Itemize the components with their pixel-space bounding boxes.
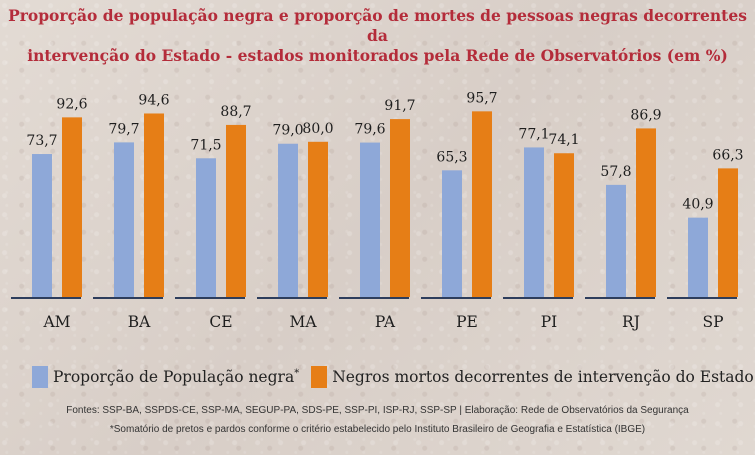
bar-am-series-1: [32, 154, 52, 297]
x-tick-label-pi: PI: [541, 313, 558, 331]
legend-item-population: Proporção de População negra*: [32, 366, 299, 388]
data-label-ba-series-2: 94,6: [138, 92, 169, 108]
bar-pa-series-2: [390, 119, 410, 298]
bar-rj-series-2: [636, 128, 656, 297]
data-label-pi-series-2: 74,1: [548, 132, 579, 148]
baseline-rj: [585, 297, 655, 299]
data-label-sp-series-2: 66,3: [712, 147, 743, 163]
chart-title-line-2: intervenção do Estado - estados monitora…: [27, 46, 728, 65]
bar-pi-series-1: [524, 147, 544, 297]
x-tick-label-ba: BA: [128, 313, 151, 331]
bar-pe-series-1: [442, 170, 462, 297]
bar-ce-series-2: [226, 124, 246, 297]
data-label-rj-series-2: 86,9: [630, 107, 661, 123]
bar-ma-series-1: [278, 143, 298, 297]
bar-sp-series-2: [718, 168, 738, 297]
legend: Proporção de População negra* Negros mor…: [32, 366, 754, 388]
chart-title: Proporção de população negra e proporção…: [0, 6, 755, 66]
data-label-pa-series-2: 91,7: [384, 98, 415, 114]
data-label-pe-series-1: 65,3: [436, 149, 467, 165]
baseline-ma: [257, 297, 327, 299]
x-tick-label-rj: RJ: [622, 313, 640, 331]
x-tick-label-pe: PE: [456, 313, 478, 331]
legend-label-deaths: Negros mortos decorrentes de intervenção…: [332, 368, 754, 386]
baseline-pi: [503, 297, 573, 299]
bar-ma-series-2: [308, 141, 328, 297]
data-label-pi-series-1: 77,1: [518, 126, 549, 142]
data-label-pa-series-1: 79,6: [354, 122, 385, 138]
legend-swatch-population: [32, 366, 48, 388]
x-tick-label-pa: PA: [375, 313, 396, 331]
bar-ce-series-1: [196, 158, 216, 297]
x-tick-label-am: AM: [42, 313, 70, 331]
legend-swatch-deaths: [311, 366, 328, 388]
x-tick-label-ma: MA: [289, 313, 317, 331]
data-label-am-series-1: 73,7: [26, 133, 57, 149]
footer-note: *Somatório de pretos e pardos conforme o…: [109, 424, 646, 435]
bar-pe-series-2: [472, 111, 492, 297]
bar-sp-series-1: [688, 217, 708, 297]
x-tick-label-sp: SP: [702, 313, 723, 331]
legend-label-population: Proporção de População negra*: [53, 367, 300, 387]
data-label-ma-series-2: 80,0: [302, 121, 333, 137]
legend-item-deaths: Negros mortos decorrentes de intervenção…: [311, 366, 754, 388]
data-label-ba-series-1: 79,7: [108, 121, 139, 137]
x-tick-label-ce: CE: [209, 313, 232, 331]
bar-ba-series-2: [144, 113, 164, 297]
data-label-rj-series-1: 57,8: [600, 164, 631, 180]
legend-footnote-mark: *: [294, 367, 300, 379]
baseline-am: [11, 297, 81, 299]
baseline-pe: [421, 297, 491, 299]
chart-title-line-1: Proporção de população negra e proporção…: [8, 6, 747, 45]
data-label-ce-series-2: 88,7: [220, 104, 251, 120]
baseline-ba: [93, 297, 163, 299]
data-label-sp-series-1: 40,9: [682, 197, 713, 213]
data-label-pe-series-2: 95,7: [466, 90, 497, 106]
baseline-ce: [175, 297, 245, 299]
bar-pi-series-2: [554, 153, 574, 297]
bar-am-series-2: [62, 117, 82, 297]
data-label-am-series-2: 92,6: [56, 96, 87, 112]
bar-ba-series-1: [114, 142, 134, 297]
bar-pa-series-1: [360, 142, 380, 297]
data-label-ma-series-1: 79,0: [272, 123, 303, 139]
footer-sources: Fontes: SSP-BA, SSPDS-CE, SSP-MA, SEGUP-…: [66, 405, 689, 416]
data-label-ce-series-1: 71,5: [190, 137, 221, 153]
baseline-pa: [339, 297, 409, 299]
baseline-sp: [667, 297, 737, 299]
bar-rj-series-1: [606, 184, 626, 297]
